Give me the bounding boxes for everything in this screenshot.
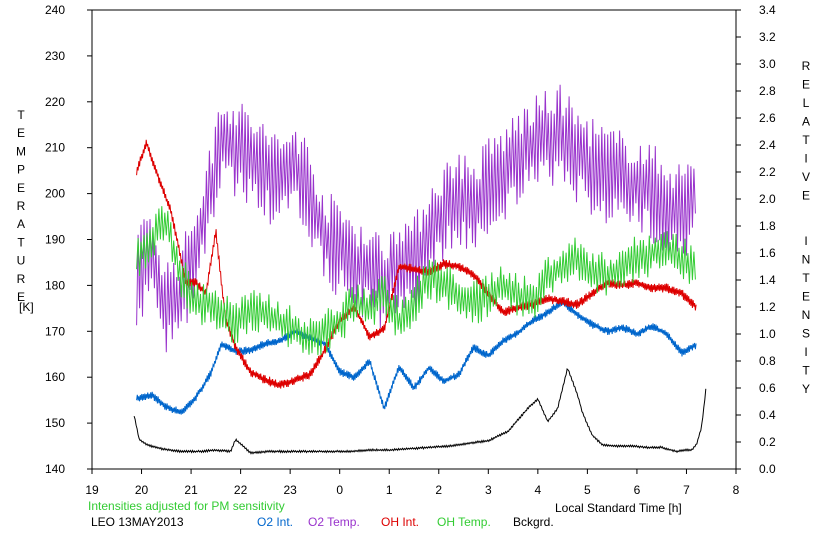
y-right-tick-label: 2.6 (759, 111, 776, 125)
y-right-tick-label: 2.8 (759, 84, 776, 98)
right-axis-letter: A (802, 115, 810, 129)
x-tick-label: 4 (535, 483, 542, 497)
right-axis-letter: V (802, 170, 810, 184)
y-right-tick-label: 2.0 (759, 192, 776, 206)
x-tick-label: 22 (234, 483, 248, 497)
left-axis-letter: R (17, 199, 26, 213)
left-axis-unit: [K] (19, 300, 34, 314)
left-axis-letter: T (17, 108, 25, 122)
series-line-oh-temp (136, 206, 696, 356)
y-left-tick-label: 180 (45, 278, 65, 292)
y-right-tick-label: 0.6 (759, 381, 776, 395)
left-axis-letter: E (17, 181, 25, 195)
x-tick-label: 7 (683, 483, 690, 497)
y-right-tick-label: 0.4 (759, 408, 776, 422)
left-axis-letter: E (17, 126, 25, 140)
legend-oh-temp: OH Temp. (437, 515, 491, 529)
y-right-tick-label: 3.2 (759, 30, 776, 44)
x-tick-label: 19 (85, 483, 99, 497)
y-left-tick-label: 160 (45, 370, 65, 384)
x-tick-label: 3 (485, 483, 492, 497)
x-tick-label: 6 (634, 483, 641, 497)
right-axis-letter: N (802, 308, 811, 322)
right-axis-letter: E (802, 290, 810, 304)
y-left-tick-label: 200 (45, 187, 65, 201)
sensitivity-note: Intensities adjusted for PM sensitivity (88, 499, 285, 513)
y-right-tick-label: 1.8 (759, 219, 776, 233)
legend-oh-int: OH Int. (381, 515, 419, 529)
left-axis-letter: U (17, 254, 26, 268)
right-axis-letter: Y (802, 382, 810, 396)
station-date-label: LEO 13MAY2013 (91, 515, 184, 529)
y-right-tick-label: 0.2 (759, 435, 776, 449)
x-tick-label: 21 (184, 483, 198, 497)
y-right-tick-label: 2.4 (759, 138, 776, 152)
x-tick-label: 5 (584, 483, 591, 497)
y-right-tick-label: 2.2 (759, 165, 776, 179)
right-axis-letter: I (804, 234, 807, 248)
right-axis-letter: T (802, 133, 810, 147)
right-axis-letter: T (802, 364, 810, 378)
y-right-tick-label: 1.0 (759, 327, 776, 341)
y-left-tick-label: 170 (45, 324, 65, 338)
y-left-tick-label: 140 (45, 462, 65, 476)
x-tick-label: 23 (283, 483, 297, 497)
left-axis-letter: P (17, 163, 25, 177)
y-right-tick-label: 0.0 (759, 462, 776, 476)
x-tick-label: 8 (733, 483, 740, 497)
left-axis-letter: R (17, 272, 26, 286)
left-axis-letter: T (17, 235, 25, 249)
right-axis-letter: N (802, 253, 811, 267)
y-right-tick-label: 1.2 (759, 300, 776, 314)
series-layer (133, 84, 707, 455)
x-tick-label: 0 (336, 483, 343, 497)
right-axis-letter: S (802, 327, 810, 341)
x-tick-label: 1 (386, 483, 393, 497)
right-axis-letter: E (802, 189, 810, 203)
left-axis-letter: A (17, 217, 25, 231)
x-tick-label: 2 (435, 483, 442, 497)
left-axis-letter: M (16, 144, 26, 158)
legend-background: Bckgrd. (513, 515, 554, 529)
right-axis-letter: L (803, 96, 810, 110)
legend-o2-int: O2 Int. (257, 515, 293, 529)
right-axis-letter: E (802, 78, 810, 92)
left-axis-letter: E (17, 290, 25, 304)
right-axis-letter: T (802, 271, 810, 285)
series-line-o2-int (136, 298, 697, 415)
y-right-tick-label: 3.0 (759, 57, 776, 71)
x-tick-label: 20 (135, 483, 149, 497)
y-right-tick-label: 1.6 (759, 246, 776, 260)
right-axis-letter: R (802, 59, 811, 73)
y-right-tick-label: 3.4 (759, 3, 776, 17)
y-right-tick-label: 1.4 (759, 273, 776, 287)
y-left-tick-label: 150 (45, 416, 65, 430)
right-axis-letter: I (804, 152, 807, 166)
y-left-tick-label: 190 (45, 233, 65, 247)
y-left-tick-label: 210 (45, 141, 65, 155)
tick-layer: 19 20 21 22 23 0 1 2 3 4 5 6 7 8140150160170180190200… (45, 3, 776, 497)
legend-o2-temp: O2 Temp. (308, 515, 360, 529)
right-axis-letter: I (804, 345, 807, 359)
y-left-tick-label: 230 (45, 49, 65, 63)
x-axis-label: Local Standard Time [h] (555, 501, 682, 515)
y-left-tick-label: 220 (45, 95, 65, 109)
y-right-tick-label: 0.8 (759, 354, 776, 368)
y-left-tick-label: 240 (45, 3, 65, 17)
series-line-bckgrd (133, 368, 707, 455)
